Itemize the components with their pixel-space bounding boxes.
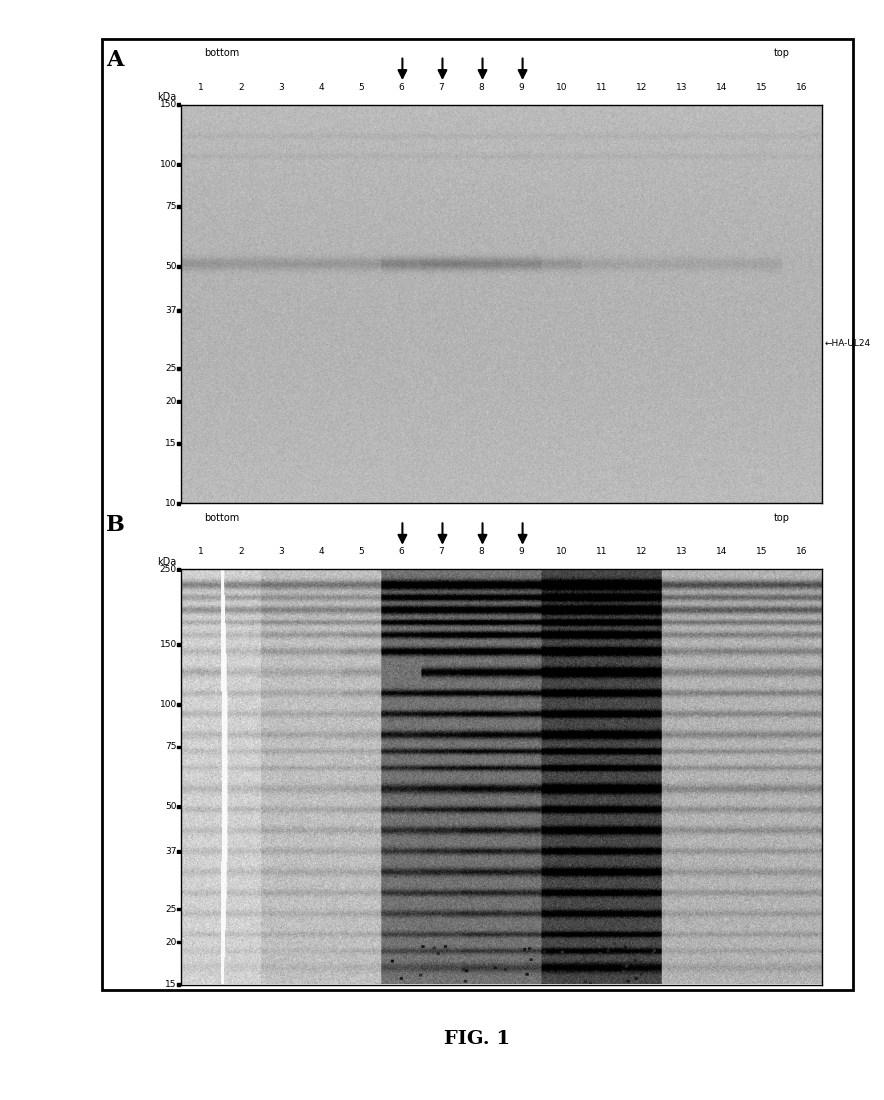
Text: 1: 1 — [198, 82, 204, 91]
Text: 1: 1 — [198, 548, 204, 557]
Text: 150: 150 — [159, 640, 177, 649]
Text: ←HA-UL24: ←HA-UL24 — [825, 339, 871, 349]
Text: 15: 15 — [757, 548, 768, 557]
Text: 7: 7 — [438, 548, 445, 557]
Text: 12: 12 — [636, 82, 648, 91]
Text: 8: 8 — [479, 82, 484, 91]
Text: 13: 13 — [676, 548, 688, 557]
Text: top: top — [774, 48, 790, 58]
Text: 15: 15 — [165, 980, 177, 989]
Text: 7: 7 — [438, 82, 445, 91]
Text: A: A — [106, 50, 124, 72]
Text: 150: 150 — [159, 100, 177, 109]
Text: 50: 50 — [165, 262, 177, 271]
Text: 3: 3 — [278, 82, 285, 91]
Text: 13: 13 — [676, 82, 688, 91]
Text: 5: 5 — [359, 82, 364, 91]
Text: 12: 12 — [636, 548, 648, 557]
Text: top: top — [774, 513, 790, 524]
Text: 16: 16 — [796, 82, 808, 91]
Text: FIG. 1: FIG. 1 — [445, 1031, 510, 1048]
Text: 2: 2 — [239, 82, 244, 91]
Text: 25: 25 — [165, 904, 177, 914]
Text: 20: 20 — [165, 937, 177, 946]
Text: kDa: kDa — [157, 92, 177, 102]
Text: 10: 10 — [165, 498, 177, 508]
Text: 50: 50 — [165, 802, 177, 812]
Text: 37: 37 — [165, 847, 177, 856]
Text: 10: 10 — [556, 548, 568, 557]
Text: 2: 2 — [239, 548, 244, 557]
Text: 37: 37 — [165, 306, 177, 316]
Text: 16: 16 — [796, 548, 808, 557]
Text: 9: 9 — [519, 548, 524, 557]
Text: 250: 250 — [160, 564, 177, 574]
Text: 75: 75 — [165, 202, 177, 211]
Text: 6: 6 — [399, 548, 404, 557]
Text: 10: 10 — [556, 82, 568, 91]
Text: 14: 14 — [716, 548, 728, 557]
Text: B: B — [106, 515, 125, 537]
Text: 4: 4 — [318, 82, 324, 91]
Text: 100: 100 — [159, 700, 177, 708]
Text: 4: 4 — [318, 548, 324, 557]
Text: bottom: bottom — [203, 513, 239, 524]
Text: 25: 25 — [165, 364, 177, 373]
Text: 75: 75 — [165, 742, 177, 751]
Text: 15: 15 — [165, 439, 177, 448]
Text: 20: 20 — [165, 397, 177, 406]
Text: 8: 8 — [479, 548, 484, 557]
Text: 9: 9 — [519, 82, 524, 91]
Text: 11: 11 — [596, 548, 607, 557]
Text: 6: 6 — [399, 82, 404, 91]
Text: 14: 14 — [716, 82, 728, 91]
Text: 15: 15 — [757, 82, 768, 91]
Text: 5: 5 — [359, 548, 364, 557]
Text: bottom: bottom — [203, 48, 239, 58]
Text: 3: 3 — [278, 548, 285, 557]
Text: 100: 100 — [159, 160, 177, 168]
Text: 11: 11 — [596, 82, 607, 91]
Text: kDa: kDa — [157, 557, 177, 568]
